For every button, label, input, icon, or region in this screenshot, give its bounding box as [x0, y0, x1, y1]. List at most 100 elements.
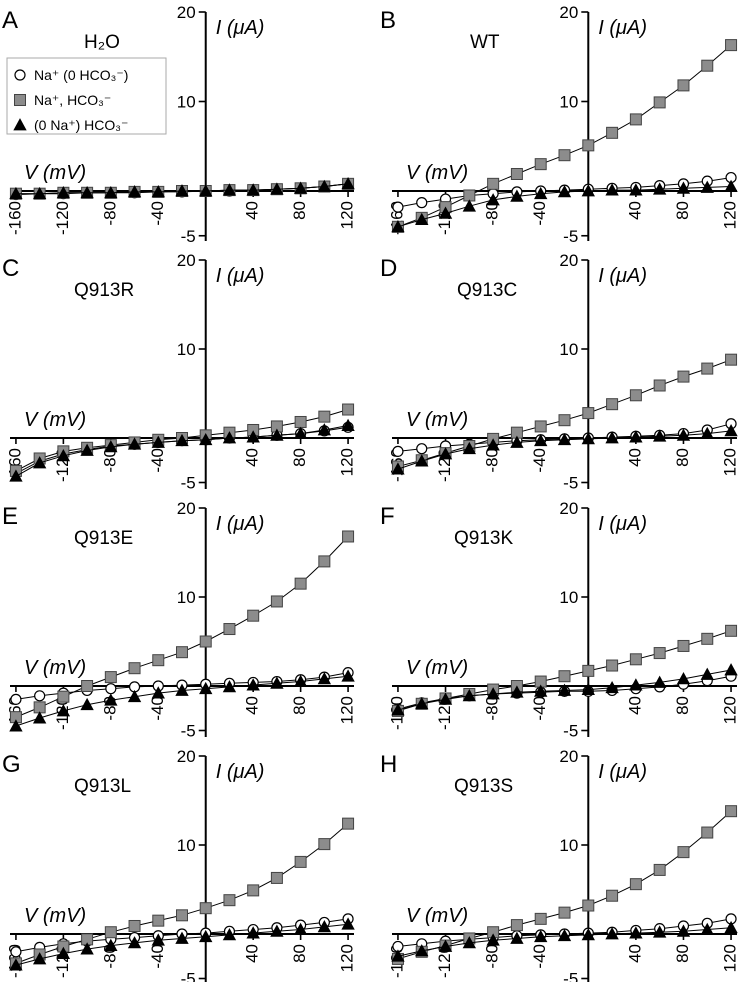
- data-point: [293, 674, 308, 687]
- data-point: [56, 185, 71, 199]
- data-point: [223, 623, 236, 636]
- x-tick-label: 40: [625, 696, 644, 715]
- data-point: [416, 197, 428, 209]
- data-point: [581, 928, 595, 941]
- data-point: [341, 177, 355, 190]
- data-point: [246, 430, 260, 443]
- y-tick-label: 20: [559, 3, 578, 22]
- series-2: [391, 663, 738, 716]
- x-tick-label: 80: [290, 944, 309, 963]
- data-point: [317, 179, 332, 192]
- data-point: [128, 919, 141, 932]
- y-tick-label: 20: [177, 499, 196, 518]
- x-tick-label: 120: [721, 944, 740, 972]
- data-point: [676, 672, 691, 685]
- data-point: [534, 912, 547, 925]
- data-point: [606, 126, 619, 139]
- data-point: [104, 938, 118, 951]
- data-point: [653, 379, 666, 392]
- x-tick-label: -80: [483, 696, 502, 721]
- legend-marker: [14, 69, 26, 81]
- data-point: [342, 530, 355, 543]
- data-point: [510, 931, 524, 944]
- data-point: [32, 456, 47, 469]
- x-tick-label: 80: [290, 696, 309, 715]
- x-axis-label: V (mV): [406, 657, 468, 679]
- x-tick-label: -80: [100, 448, 119, 473]
- data-point: [127, 185, 142, 198]
- data-point: [246, 926, 260, 939]
- x-tick-label: 120: [338, 944, 357, 972]
- data-point: [56, 448, 71, 462]
- data-point: [80, 443, 94, 456]
- data-point: [9, 958, 23, 971]
- data-point: [293, 426, 308, 439]
- data-point: [247, 884, 260, 897]
- y-axis-label: I (μA): [598, 17, 647, 39]
- panel-title: Q913S: [454, 776, 513, 797]
- data-point: [152, 654, 165, 667]
- data-point: [652, 429, 667, 442]
- data-point: [270, 182, 284, 195]
- x-tick-label: -40: [530, 944, 549, 969]
- series-2: [9, 917, 355, 971]
- data-point: [462, 688, 477, 702]
- data-point: [605, 927, 619, 940]
- data-point: [392, 201, 404, 213]
- data-point: [104, 671, 117, 684]
- y-tick-label: 10: [177, 340, 196, 359]
- data-point: [151, 686, 165, 699]
- panel-title: Q913K: [454, 528, 513, 549]
- data-point: [557, 928, 572, 942]
- x-axis-label: V (mV): [406, 905, 468, 927]
- data-point: [104, 926, 117, 939]
- data-point: [582, 664, 595, 677]
- data-point: [104, 440, 118, 453]
- data-point: [700, 180, 714, 193]
- data-point: [676, 181, 691, 194]
- legend-label: (0 Na⁺) HCO₃⁻: [34, 117, 128, 133]
- data-point: [270, 871, 283, 884]
- y-tick-label: -5: [181, 970, 196, 982]
- data-point: [270, 595, 283, 608]
- data-point: [558, 414, 571, 427]
- x-tick-label: 80: [290, 201, 309, 220]
- y-axis-label: I (μA): [598, 761, 647, 783]
- y-axis-label: I (μA): [216, 17, 265, 39]
- x-tick-label: 120: [338, 696, 357, 724]
- x-axis-label: V (mV): [406, 409, 468, 431]
- data-point: [724, 424, 738, 437]
- panel-letter: A: [2, 7, 18, 34]
- data-point: [270, 428, 284, 441]
- data-point: [199, 929, 213, 943]
- y-tick-label: 10: [559, 588, 578, 607]
- series-2: [391, 920, 738, 962]
- data-point: [534, 158, 547, 171]
- data-point: [701, 632, 714, 645]
- data-point: [605, 680, 619, 694]
- data-point: [534, 929, 548, 943]
- data-point: [175, 433, 189, 447]
- x-tick-label: -120: [435, 944, 454, 978]
- series-1: [9, 530, 355, 724]
- data-point: [127, 437, 142, 450]
- data-point: [175, 931, 189, 944]
- data-point: [175, 683, 189, 696]
- data-point: [294, 855, 307, 868]
- y-axis-label: I (μA): [216, 513, 265, 535]
- data-point: [391, 703, 405, 716]
- legend-label: Na⁺, HCO₃⁻: [34, 92, 111, 108]
- x-tick-label: -40: [148, 944, 167, 969]
- data-point: [486, 933, 500, 946]
- y-tick-label: 10: [559, 836, 578, 855]
- data-point: [557, 683, 572, 696]
- data-point: [558, 670, 571, 683]
- x-tick-label: -80: [483, 944, 502, 969]
- panel-letter: E: [2, 503, 18, 530]
- panel-title: Q913L: [74, 776, 131, 797]
- data-point: [581, 432, 595, 445]
- data-point: [629, 389, 642, 402]
